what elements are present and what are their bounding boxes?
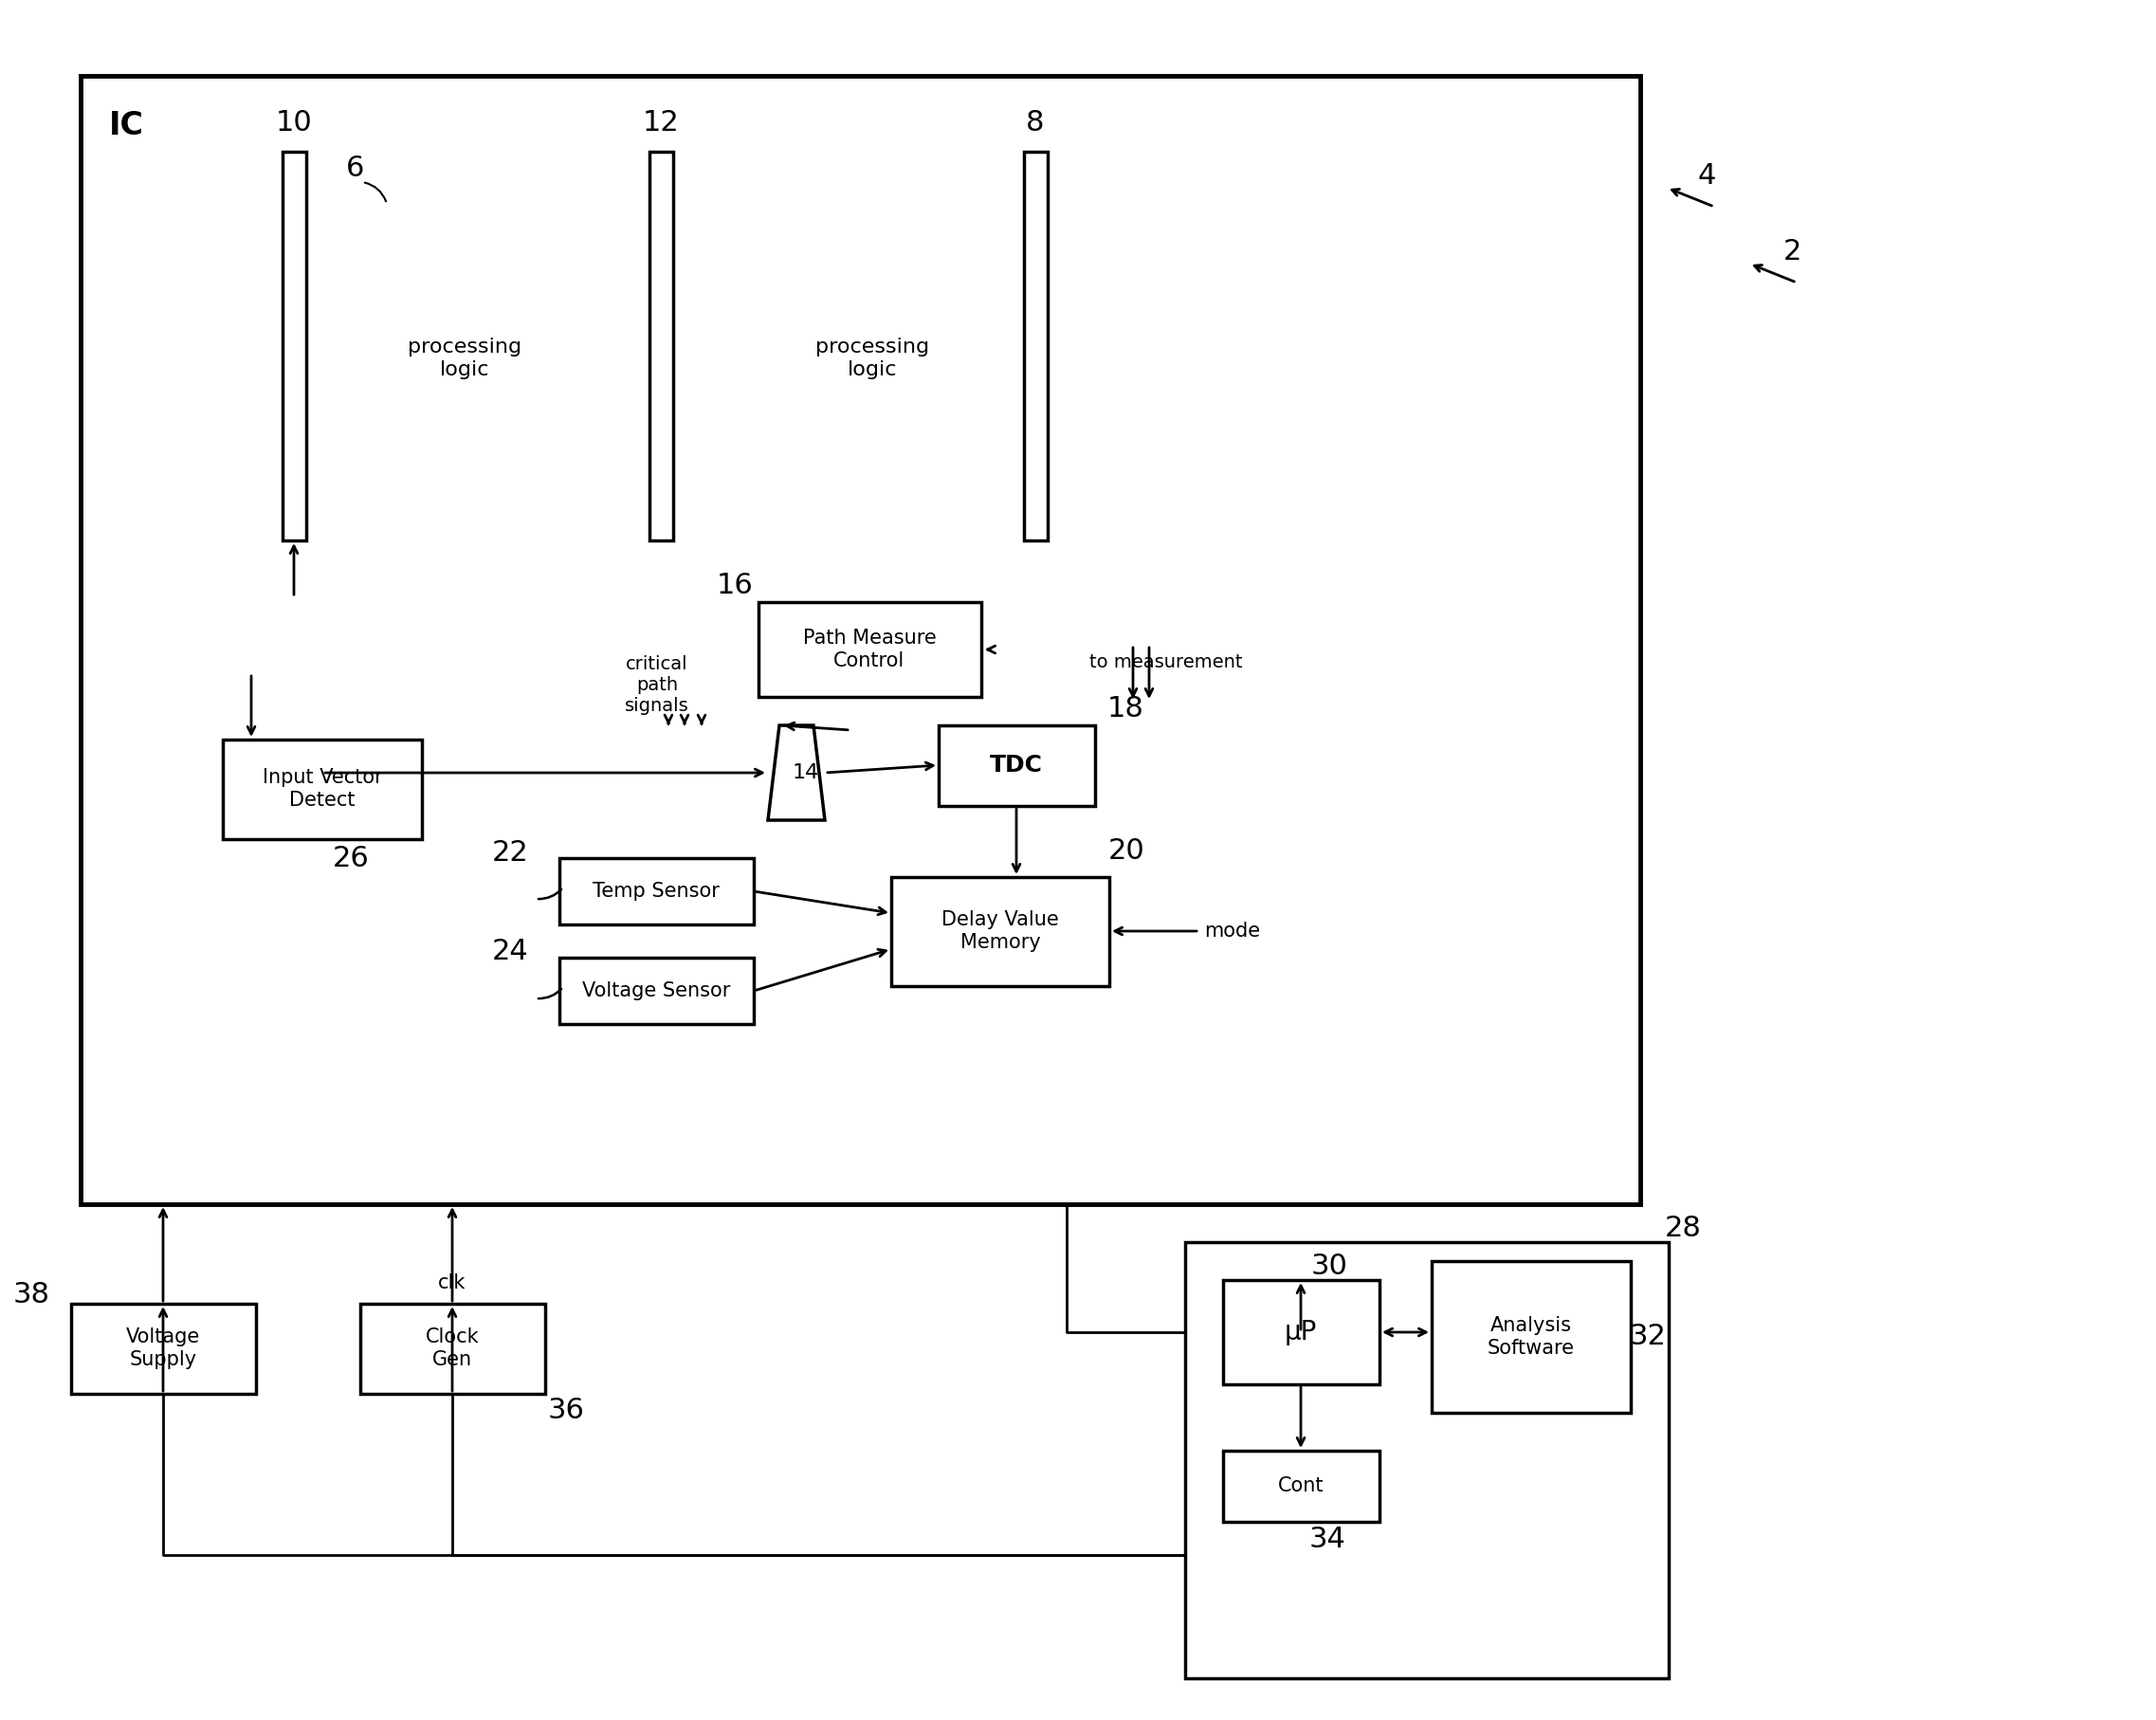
- Text: IC: IC: [108, 110, 144, 141]
- Text: Analysis
Software: Analysis Software: [1488, 1316, 1574, 1357]
- Text: clk: clk: [438, 1273, 466, 1292]
- Text: 12: 12: [642, 110, 679, 138]
- Ellipse shape: [942, 310, 996, 368]
- Text: Temp Sensor: Temp Sensor: [593, 882, 720, 901]
- Ellipse shape: [351, 263, 578, 423]
- Text: Cont: Cont: [1279, 1476, 1324, 1495]
- Bar: [1024, 151, 1048, 540]
- Bar: [80, 76, 1641, 1204]
- Text: 32: 32: [1630, 1323, 1667, 1350]
- Text: 6: 6: [347, 155, 364, 182]
- Text: 24: 24: [492, 937, 528, 965]
- Text: μP: μP: [1285, 1319, 1317, 1345]
- Bar: [558, 958, 755, 1023]
- Text: 28: 28: [1664, 1214, 1701, 1242]
- Text: 18: 18: [1106, 695, 1145, 722]
- Text: 34: 34: [1309, 1526, 1345, 1553]
- Text: Input Vector
Detect: Input Vector Detect: [263, 769, 382, 810]
- Text: TDC: TDC: [990, 753, 1044, 776]
- Text: 4: 4: [1697, 162, 1716, 189]
- Text: 38: 38: [13, 1280, 50, 1307]
- Bar: [360, 1304, 545, 1393]
- Bar: [1186, 1242, 1669, 1679]
- Ellipse shape: [541, 306, 599, 370]
- Bar: [282, 151, 306, 540]
- Text: 20: 20: [1108, 836, 1145, 863]
- Text: 14: 14: [793, 764, 819, 783]
- Bar: [71, 1304, 257, 1393]
- Polygon shape: [768, 726, 826, 820]
- Bar: [1432, 1261, 1630, 1412]
- Text: Delay Value
Memory: Delay Value Memory: [942, 910, 1059, 951]
- Text: Voltage
Supply: Voltage Supply: [125, 1328, 201, 1369]
- Text: Clock
Gen: Clock Gen: [425, 1328, 479, 1369]
- Ellipse shape: [770, 368, 839, 442]
- Text: 2: 2: [1783, 237, 1800, 265]
- Ellipse shape: [354, 370, 427, 449]
- Text: 8: 8: [1026, 110, 1044, 138]
- Text: critical
path
signals: critical path signals: [625, 655, 690, 714]
- Text: to measurement: to measurement: [1089, 654, 1242, 671]
- Text: 22: 22: [492, 839, 528, 867]
- Bar: [890, 877, 1110, 986]
- Text: mode: mode: [1205, 922, 1261, 941]
- Text: 26: 26: [332, 845, 369, 872]
- Bar: [558, 858, 755, 924]
- Text: 30: 30: [1311, 1252, 1348, 1280]
- Ellipse shape: [770, 270, 975, 418]
- Ellipse shape: [505, 368, 569, 440]
- Text: Path Measure
Control: Path Measure Control: [802, 630, 936, 671]
- Bar: [1222, 1450, 1380, 1522]
- Ellipse shape: [423, 394, 496, 468]
- Text: processing
logic: processing logic: [815, 337, 929, 378]
- Text: 36: 36: [548, 1397, 584, 1424]
- Bar: [222, 740, 423, 839]
- Bar: [1222, 1280, 1380, 1385]
- Bar: [649, 151, 673, 540]
- Text: Voltage Sensor: Voltage Sensor: [582, 982, 731, 1001]
- Ellipse shape: [834, 390, 901, 459]
- Ellipse shape: [321, 303, 386, 372]
- Ellipse shape: [742, 306, 800, 370]
- Bar: [938, 726, 1095, 807]
- Ellipse shape: [908, 366, 966, 433]
- Text: 16: 16: [716, 571, 752, 599]
- Bar: [759, 602, 981, 697]
- Text: processing
logic: processing logic: [407, 337, 522, 378]
- Text: 10: 10: [276, 110, 313, 138]
